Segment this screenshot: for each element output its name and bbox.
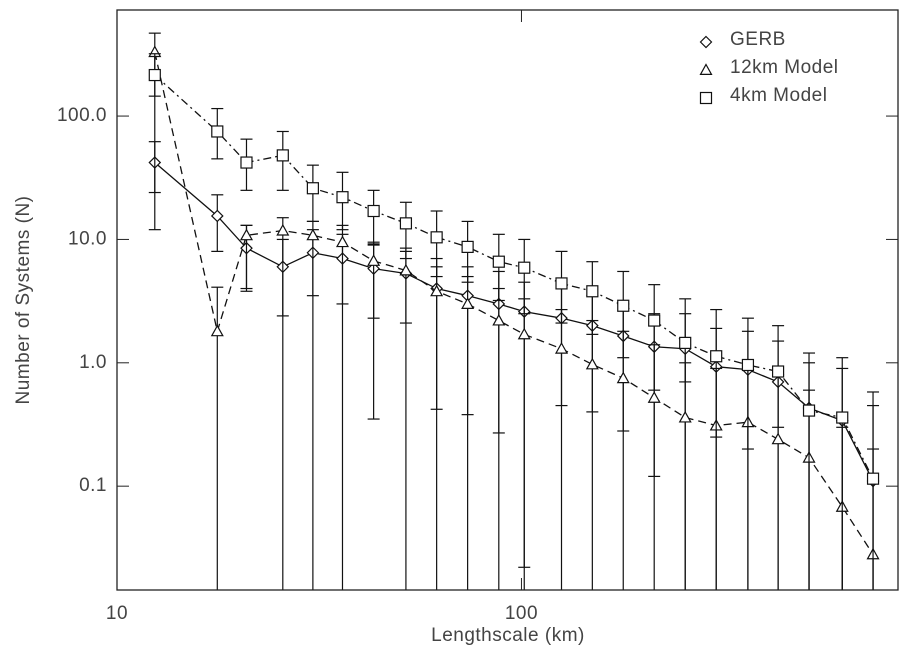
marker <box>678 410 692 423</box>
marker <box>399 263 413 276</box>
marker <box>866 472 880 485</box>
x-tick-label: 100 <box>505 603 538 624</box>
marker <box>306 182 319 195</box>
marker <box>585 357 599 370</box>
legend-label: 4km Model <box>730 85 827 106</box>
marker <box>617 299 630 312</box>
marker <box>518 261 531 274</box>
legend-label: GERB <box>730 29 786 50</box>
y-tick-label: 100.0 <box>57 105 107 126</box>
marker <box>679 336 692 349</box>
marker <box>148 68 161 82</box>
marker <box>710 350 723 363</box>
marker <box>211 125 224 138</box>
y-axis-label: Number of Systems (N) <box>13 196 34 405</box>
marker <box>647 391 661 403</box>
marker <box>836 411 849 424</box>
marker <box>586 285 599 298</box>
series-line <box>154 162 874 482</box>
marker <box>461 297 475 309</box>
marker <box>699 91 713 105</box>
marker <box>771 365 785 378</box>
y-tick-label: 1.0 <box>79 352 107 373</box>
marker <box>492 313 506 326</box>
marker <box>461 240 474 253</box>
series-line <box>154 74 874 479</box>
marker <box>399 217 413 230</box>
x-axis-label: Lengthscale (km) <box>431 625 585 646</box>
marker <box>616 371 630 384</box>
y-tick-label: 0.1 <box>79 475 107 496</box>
marker <box>306 228 320 241</box>
marker <box>517 327 531 340</box>
marker <box>367 204 380 218</box>
marker <box>276 223 290 236</box>
marker <box>335 235 350 248</box>
plot-frame <box>116 9 899 591</box>
marker <box>430 284 444 297</box>
marker <box>771 432 785 445</box>
marker <box>336 191 349 204</box>
plot-area <box>148 32 880 590</box>
marker <box>554 342 569 354</box>
marker <box>741 358 755 372</box>
marker <box>276 149 289 162</box>
marker <box>367 254 381 266</box>
marker <box>239 228 254 241</box>
marker <box>210 209 224 223</box>
marker <box>210 324 224 337</box>
marker <box>240 156 253 169</box>
x-tick-label: 10 <box>106 603 128 624</box>
marker <box>492 255 505 268</box>
legend-label: 12km Model <box>730 57 839 78</box>
series-line <box>154 51 874 555</box>
marker <box>699 35 713 49</box>
marker <box>648 314 661 327</box>
marker <box>802 404 816 417</box>
marker <box>555 277 568 290</box>
y-tick-label: 10.0 <box>68 228 107 249</box>
marker <box>699 63 713 75</box>
marker <box>430 231 443 244</box>
